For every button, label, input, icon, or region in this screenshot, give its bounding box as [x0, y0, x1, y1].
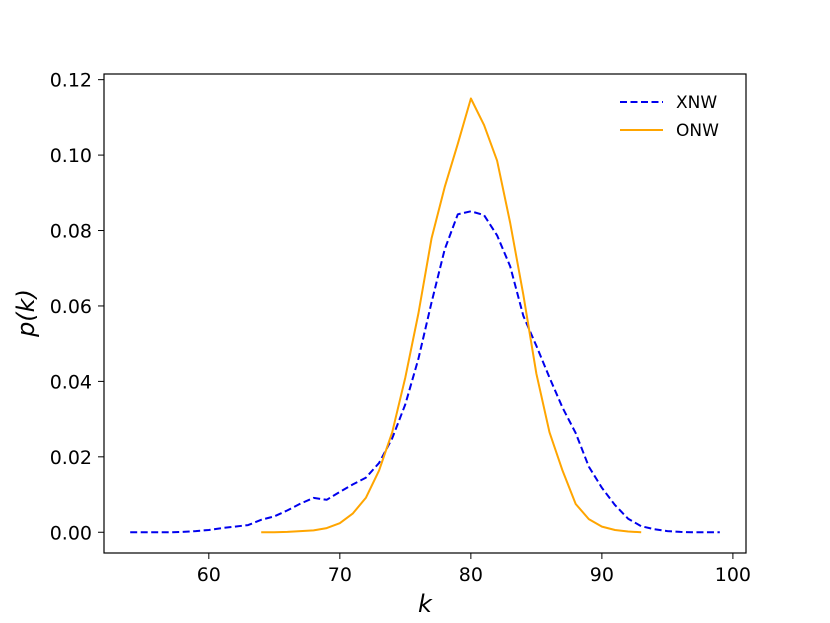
y-tick-label: 0.06: [50, 296, 92, 318]
x-tick-label: 100: [715, 564, 751, 586]
y-axis: 0.00 0.02 0.04 0.06 0.08 0.10 0.12: [50, 70, 104, 544]
y-tick-label: 0.12: [50, 70, 92, 92]
y-tick-label: 0.04: [50, 371, 92, 393]
series-line-onw: [261, 97, 642, 534]
legend-label-xnw: XNW: [676, 93, 717, 113]
x-tick-label: 80: [459, 564, 483, 586]
y-axis-title: p(k): [12, 289, 40, 338]
x-axis: 60 70 80 90 100: [197, 553, 751, 586]
y-tick-label: 0.02: [50, 447, 92, 469]
x-tick-label: 70: [328, 564, 352, 586]
series-lines: [130, 97, 720, 534]
plot-frame: [103, 73, 747, 554]
series-line-xnw: [130, 210, 720, 534]
x-axis-title: k: [418, 590, 433, 618]
y-tick-label: 0.00: [50, 522, 92, 544]
y-tick-label: 0.08: [50, 221, 92, 243]
x-tick-label: 90: [590, 564, 614, 586]
legend-label-onw: ONW: [676, 121, 719, 141]
x-tick-label: 60: [197, 564, 221, 586]
legend: XNW ONW: [620, 93, 719, 141]
y-tick-label: 0.10: [50, 145, 92, 167]
